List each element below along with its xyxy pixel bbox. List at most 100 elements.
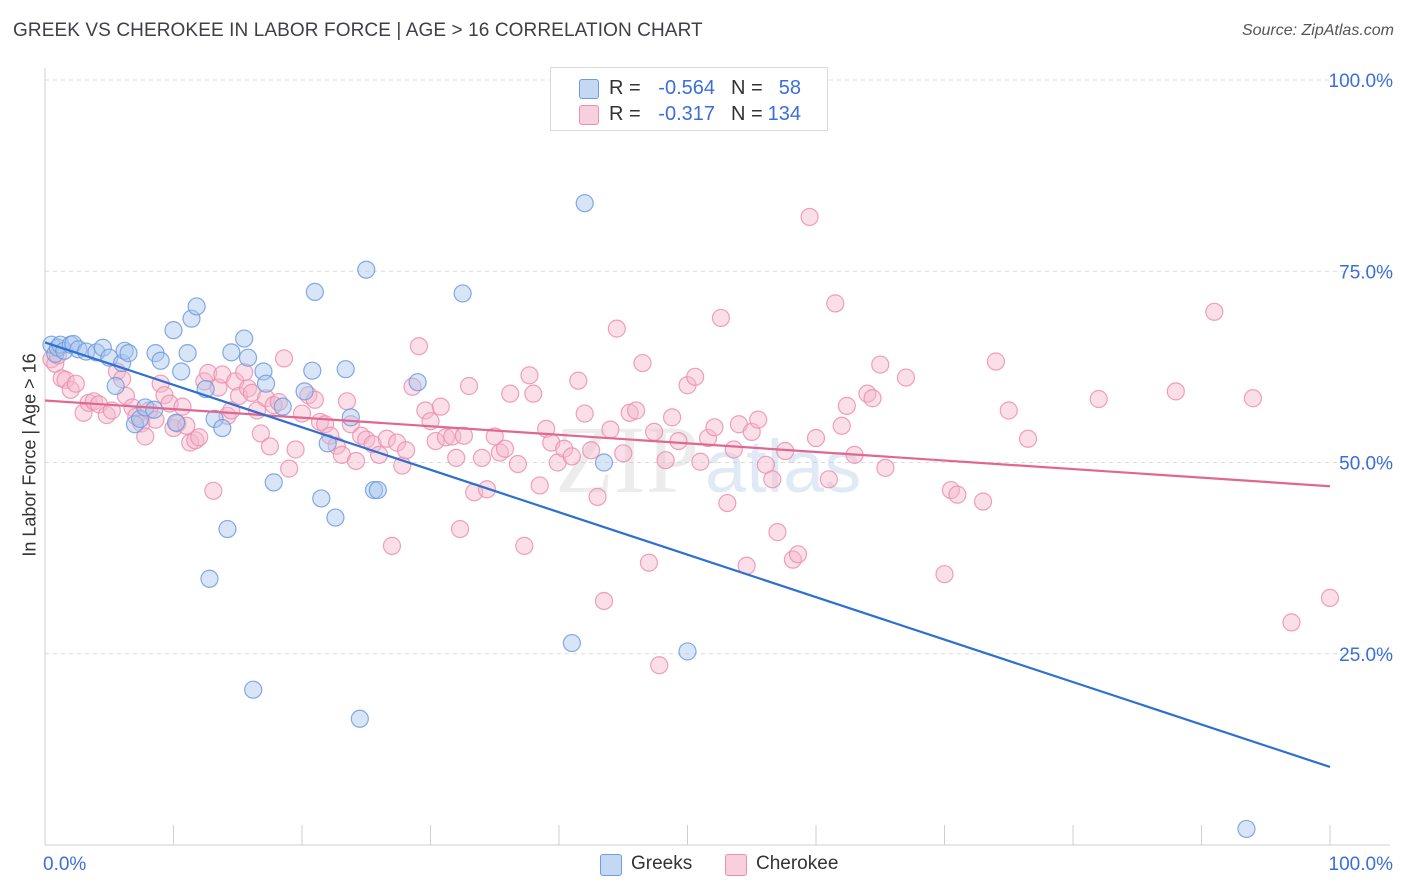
cherokee-point (515, 536, 534, 555)
y-tick-label: 25.0% (1339, 645, 1393, 666)
greeks-n-value: 58 (778, 77, 801, 99)
cherokee-point (724, 440, 743, 459)
greeks-point (151, 351, 170, 370)
cherokee-point (999, 401, 1018, 420)
greeks-point (264, 473, 283, 492)
cherokee-point (594, 591, 614, 611)
cherokee-n-value: 134 (767, 103, 801, 125)
watermark: ZIP atlas (555, 406, 861, 513)
greeks-point (350, 709, 369, 728)
cherokee-point (575, 404, 594, 423)
cherokee-point (346, 451, 366, 471)
cherokee-point (431, 397, 450, 416)
cherokee-point (280, 459, 299, 478)
tick-labels: 25.0% 50.0% 75.0% 100.0% 0.0% 100.0% (43, 71, 1393, 875)
greeks-point (130, 409, 150, 428)
watermark-atlas: atlas (705, 425, 861, 508)
greeks-n-label: N = (731, 77, 763, 99)
cherokee-point (454, 426, 474, 445)
cherokee-point (416, 401, 435, 420)
greeks-r-value: -0.564 (658, 77, 715, 99)
greeks-point (341, 408, 360, 427)
cherokee-point (783, 550, 802, 569)
cherokee-point (426, 431, 445, 451)
greeks-point (166, 413, 186, 432)
cherokee-point (691, 452, 710, 471)
cherokee-r-value: -0.317 (658, 103, 715, 125)
axes (44, 68, 1390, 846)
cherokee-point (800, 207, 819, 227)
cherokee-point (601, 420, 620, 439)
cherokee-point (562, 447, 581, 466)
greeks-point (408, 373, 427, 392)
greeks-legend-swatch (600, 854, 622, 876)
greeks-point (238, 348, 258, 367)
greeks-point (244, 680, 263, 699)
cherokee-legend-swatch (725, 854, 747, 876)
x-tick-label-max: 100.0% (1329, 854, 1394, 875)
cherokee-point (450, 519, 470, 539)
cherokee-point (84, 392, 103, 411)
greeks-point (305, 282, 324, 302)
cherokee-point (896, 368, 916, 387)
cherokee-point (204, 481, 223, 500)
cherokee-point (508, 454, 527, 474)
greeks-point (303, 361, 322, 380)
greeks-point (145, 400, 164, 419)
cherokee-point (837, 396, 856, 415)
cherokee-point (614, 444, 633, 463)
cherokee-point (66, 374, 85, 393)
greeks-point (164, 321, 183, 340)
cherokee-point (530, 476, 549, 495)
cherokee-point (1243, 389, 1263, 408)
cherokee-point (177, 416, 196, 435)
greeks-point (178, 344, 197, 363)
legend-row-greeks: R = -0.564 N = 58 (551, 75, 827, 101)
greeks-point (357, 260, 376, 279)
greeks-point (187, 297, 206, 316)
chart-title: GREEK VS CHEROKEE IN LABOR FORCE | AGE >… (13, 20, 703, 41)
cherokee-point (698, 428, 718, 448)
cherokee-legend-label: Cherokee (756, 853, 839, 874)
greeks-point (222, 343, 241, 362)
greeks-trend-line (44, 341, 1331, 769)
y-tick-label: 50.0% (1339, 454, 1393, 475)
cherokee-point (382, 536, 402, 555)
greeks-point (312, 489, 331, 508)
greeks-point (1237, 819, 1256, 839)
cherokee-point (337, 392, 357, 411)
greeks-legend-label: Greeks (631, 853, 693, 874)
cherokee-point (686, 367, 705, 386)
cherokee-point (876, 458, 895, 477)
cherokee-point (941, 480, 961, 500)
cherokee-point (495, 439, 515, 458)
cherokee-point (520, 366, 539, 385)
cherokee-points (42, 207, 1340, 675)
cherokee-point (501, 384, 520, 403)
cherokee-point (656, 451, 675, 470)
cherokee-point (763, 470, 782, 489)
cherokee-trend-line (44, 399, 1331, 488)
cherokee-point (569, 371, 588, 390)
cherokee-point (973, 492, 993, 511)
cherokee-point (819, 470, 838, 489)
greeks-point (295, 382, 314, 401)
cherokee-point (409, 337, 429, 356)
cherokee-point (1205, 302, 1224, 321)
cherokee-point (264, 396, 283, 415)
greeks-point (594, 453, 614, 472)
cherokee-point (292, 404, 312, 423)
cherokee-point (650, 656, 669, 675)
cherokee-point (524, 384, 543, 403)
cherokee-r-label: R = (609, 103, 641, 125)
cherokee-point (459, 376, 479, 396)
greeks-point (326, 508, 345, 527)
cherokee-point (607, 319, 626, 338)
cherokee-point (871, 355, 890, 374)
cherokee-point (639, 553, 659, 572)
greeks-point (368, 480, 387, 500)
cherokee-point (136, 427, 155, 446)
cherokee-point (472, 448, 491, 468)
cherokee-point (644, 422, 664, 441)
